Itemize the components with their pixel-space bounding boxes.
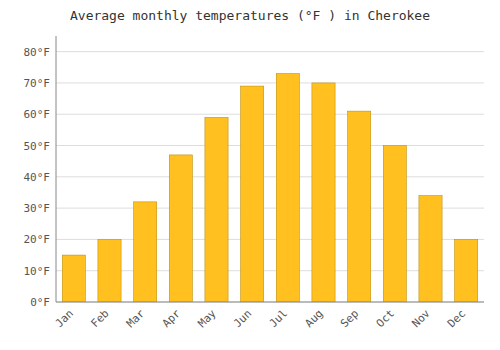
x-tick-label: Mar	[124, 307, 148, 331]
x-tick-label: May	[195, 307, 219, 331]
x-tick-label: Aug	[302, 307, 325, 330]
x-tick-label: Feb	[88, 307, 111, 330]
chart: Average monthly temperatures (°F ) in Ch…	[0, 0, 500, 350]
y-axis-line	[56, 36, 57, 302]
bar	[455, 239, 478, 302]
grid-line	[56, 176, 484, 177]
bar	[312, 83, 335, 302]
x-tick-label: Apr	[160, 307, 184, 331]
x-tick-label: Jun	[231, 307, 254, 330]
chart-container: Average monthly temperatures (°F ) in Ch…	[0, 0, 500, 350]
grid-line	[56, 145, 484, 146]
bar	[62, 255, 85, 302]
bar	[134, 202, 157, 302]
grid	[56, 52, 484, 302]
x-tick-label: Sep	[338, 307, 361, 330]
bar	[205, 117, 228, 302]
grid-line	[56, 114, 484, 115]
y-tick-label: 20°F	[24, 233, 51, 246]
y-tick-label: 50°F	[24, 140, 51, 153]
bars	[62, 74, 478, 302]
x-tick-label: Nov	[409, 307, 433, 331]
grid-line	[56, 302, 484, 303]
bar	[419, 196, 442, 302]
y-tick-label: 30°F	[24, 202, 51, 215]
grid-line	[56, 51, 484, 52]
y-tick-label: 40°F	[24, 171, 51, 184]
title: Average monthly temperatures (°F ) in Ch…	[70, 8, 430, 23]
y-tick-label: 10°F	[24, 265, 51, 278]
x-axis-line	[56, 302, 484, 303]
bar	[276, 74, 299, 302]
y-tick-label: 0°F	[30, 296, 50, 309]
y-tick-label: 80°F	[24, 46, 51, 59]
y-tick-label: 70°F	[24, 77, 51, 90]
x-tick-label: Dec	[445, 307, 468, 330]
x-tick-label: Jan	[53, 307, 76, 330]
x-tick-label: Oct	[374, 307, 397, 330]
x-tick-label: Jul	[267, 307, 290, 330]
y-tick-label: 60°F	[24, 108, 51, 121]
bar	[383, 146, 406, 302]
bar	[169, 155, 192, 302]
grid-line	[56, 82, 484, 83]
bar	[241, 86, 264, 302]
bar	[348, 111, 371, 302]
bar	[98, 239, 121, 302]
